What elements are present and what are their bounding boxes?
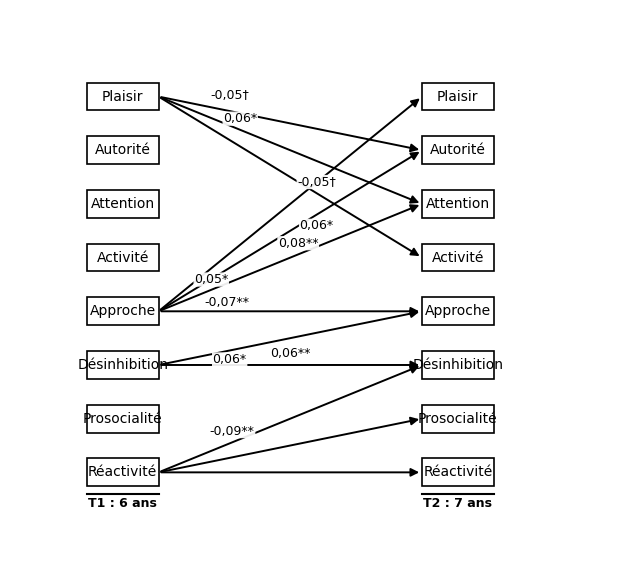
Text: 0,05*: 0,05*: [194, 273, 228, 286]
Text: Approche: Approche: [425, 304, 491, 318]
FancyBboxPatch shape: [87, 190, 159, 218]
Text: 0,06*: 0,06*: [299, 220, 334, 232]
FancyBboxPatch shape: [422, 458, 494, 486]
Text: T1 : 6 ans: T1 : 6 ans: [88, 497, 157, 510]
Text: 0,06**: 0,06**: [270, 347, 311, 360]
FancyBboxPatch shape: [87, 458, 159, 486]
Text: Plaisir: Plaisir: [437, 89, 479, 103]
FancyBboxPatch shape: [422, 83, 494, 110]
Text: Autorité: Autorité: [430, 144, 486, 157]
Text: T2 : 7 ans: T2 : 7 ans: [423, 497, 493, 510]
Text: Désinhibition: Désinhibition: [412, 358, 503, 372]
FancyBboxPatch shape: [87, 297, 159, 325]
Text: Attention: Attention: [426, 197, 490, 211]
Text: Activité: Activité: [96, 250, 149, 264]
FancyBboxPatch shape: [87, 244, 159, 271]
Text: -0,05†: -0,05†: [210, 89, 249, 102]
Text: Autorité: Autorité: [95, 144, 151, 157]
FancyBboxPatch shape: [87, 137, 159, 164]
FancyBboxPatch shape: [87, 83, 159, 110]
FancyBboxPatch shape: [422, 405, 494, 432]
Text: 0,08**: 0,08**: [278, 236, 318, 250]
Text: Prosocialité: Prosocialité: [83, 412, 162, 426]
FancyBboxPatch shape: [87, 351, 159, 379]
Text: 0,06*: 0,06*: [213, 353, 247, 366]
Text: -0,09**: -0,09**: [210, 425, 255, 437]
Text: Réactivité: Réactivité: [88, 465, 158, 479]
Text: Attention: Attention: [91, 197, 155, 211]
Text: Prosocialité: Prosocialité: [418, 412, 498, 426]
FancyBboxPatch shape: [422, 190, 494, 218]
Text: -0,07**: -0,07**: [204, 296, 249, 309]
FancyBboxPatch shape: [422, 244, 494, 271]
FancyBboxPatch shape: [87, 405, 159, 432]
FancyBboxPatch shape: [422, 137, 494, 164]
FancyBboxPatch shape: [422, 351, 494, 379]
Text: 0,06*: 0,06*: [223, 112, 258, 125]
Text: Activité: Activité: [432, 250, 484, 264]
Text: Réactivité: Réactivité: [423, 465, 493, 479]
FancyBboxPatch shape: [422, 297, 494, 325]
Text: -0,05†: -0,05†: [298, 175, 336, 188]
Text: Plaisir: Plaisir: [102, 89, 144, 103]
Text: Approche: Approche: [89, 304, 156, 318]
Text: Désinhibition: Désinhibition: [78, 358, 168, 372]
